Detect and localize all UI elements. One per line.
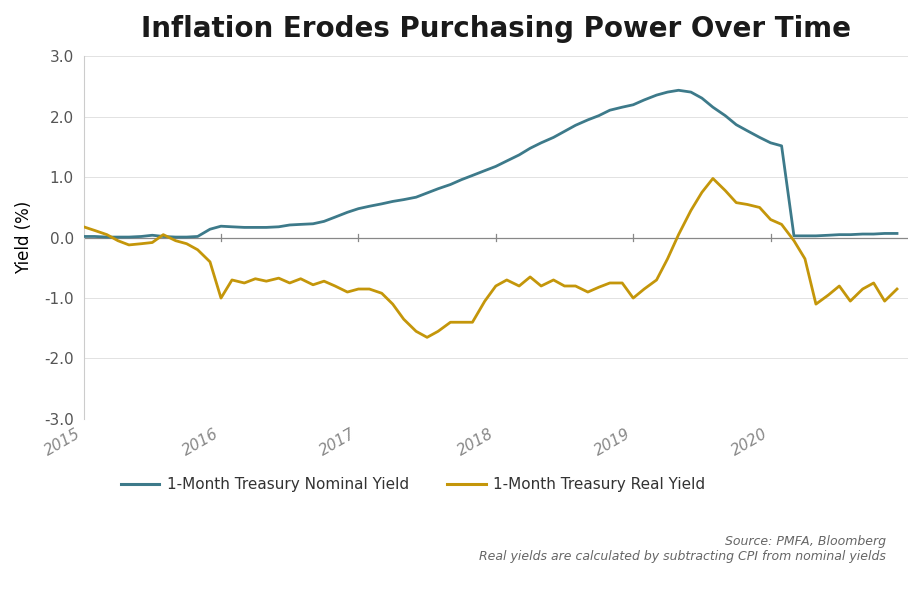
1-Month Treasury Real Yield <box>845 297 856 305</box>
1-Month Treasury Real Yield <box>548 277 559 284</box>
1-Month Treasury Real Yield <box>892 285 903 293</box>
1-Month Treasury Nominal Yield <box>845 231 856 238</box>
Line: 1-Month Treasury Real Yield: 1-Month Treasury Real Yield <box>84 178 897 337</box>
Legend: 1-Month Treasury Nominal Yield, 1-Month Treasury Real Yield: 1-Month Treasury Nominal Yield, 1-Month … <box>115 471 712 498</box>
1-Month Treasury Real Yield <box>605 280 616 287</box>
1-Month Treasury Nominal Yield <box>548 134 559 141</box>
1-Month Treasury Nominal Yield <box>673 86 684 94</box>
1-Month Treasury Nominal Yield <box>78 233 90 240</box>
1-Month Treasury Nominal Yield <box>205 226 216 233</box>
Text: Source: PMFA, Bloomberg
Real yields are calculated by subtracting CPI from nomin: Source: PMFA, Bloomberg Real yields are … <box>479 535 886 563</box>
Y-axis label: Yield (%): Yield (%) <box>15 201 33 274</box>
1-Month Treasury Real Yield <box>78 224 90 231</box>
1-Month Treasury Nominal Yield <box>364 203 375 210</box>
1-Month Treasury Real Yield <box>192 246 203 253</box>
1-Month Treasury Real Yield <box>353 285 364 293</box>
1-Month Treasury Nominal Yield <box>639 97 650 104</box>
1-Month Treasury Nominal Yield <box>892 230 903 237</box>
Line: 1-Month Treasury Nominal Yield: 1-Month Treasury Nominal Yield <box>84 90 897 237</box>
1-Month Treasury Nominal Yield <box>102 234 113 241</box>
1-Month Treasury Real Yield <box>422 334 433 341</box>
1-Month Treasury Real Yield <box>707 175 718 182</box>
1-Month Treasury Real Yield <box>639 285 650 293</box>
Title: Inflation Erodes Purchasing Power Over Time: Inflation Erodes Purchasing Power Over T… <box>141 15 851 43</box>
1-Month Treasury Nominal Yield <box>605 107 616 114</box>
